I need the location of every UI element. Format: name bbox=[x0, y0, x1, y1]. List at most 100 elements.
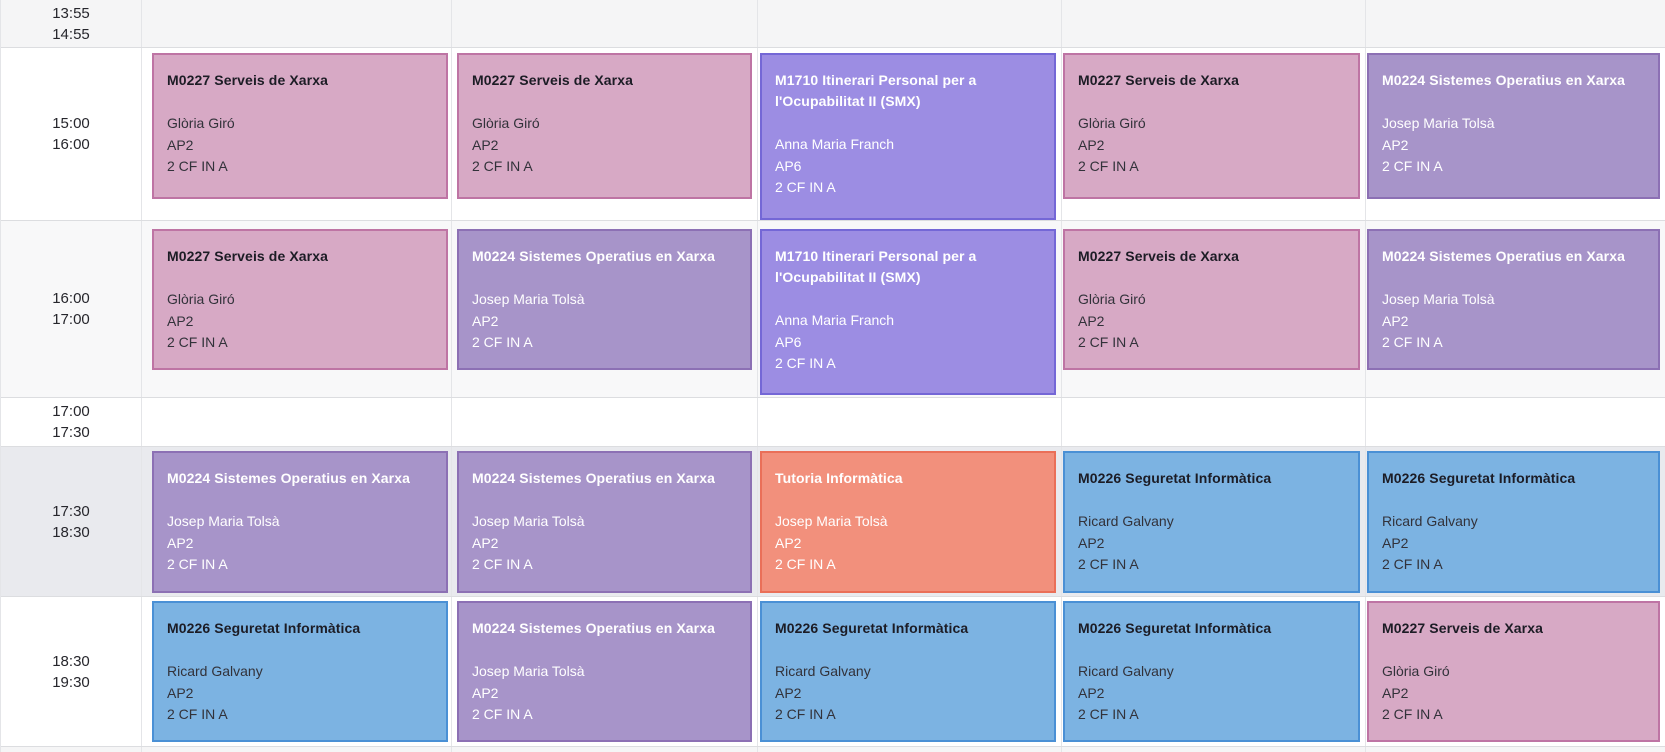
timetable-row: 15:00 16:00 M0227 Serveis de Xarxa Glòri… bbox=[1, 48, 1665, 221]
time-cell: 17:00 17:30 bbox=[1, 398, 142, 446]
event-details: Josep Maria Tolsà AP2 2 CF IN A bbox=[1382, 289, 1648, 354]
event-room: AP2 bbox=[1382, 136, 1409, 153]
event-title: M0224 Sistemes Operatius en Xarxa bbox=[1382, 72, 1625, 88]
day-cell bbox=[758, 747, 1062, 752]
day-cell: M0224 Sistemes Operatius en Xarxa Josep … bbox=[1366, 48, 1665, 220]
event-title: M0226 Seguretat Informàtica bbox=[167, 620, 361, 636]
day-cell: M0226 Seguretat Informàtica Ricard Galva… bbox=[1062, 597, 1366, 746]
day-cell bbox=[142, 0, 452, 47]
day-cell bbox=[758, 0, 1062, 47]
event-group: 2 CF IN A bbox=[1078, 334, 1139, 350]
event-teacher: Josep Maria Tolsà bbox=[472, 663, 585, 679]
day-cell: M0227 Serveis de Xarxa Glòria Giró AP2 2… bbox=[142, 221, 452, 397]
time-start: 18:30 bbox=[52, 652, 90, 670]
event-title: M1710 Itinerari Personal per a l'Ocupabi… bbox=[775, 72, 977, 109]
day-cell: M0227 Serveis de Xarxa Glòria Giró AP2 2… bbox=[1062, 48, 1366, 220]
event-teacher: Glòria Giró bbox=[1382, 663, 1450, 679]
event-card[interactable]: Tutoria Informàtica Josep Maria Tolsà AP… bbox=[760, 451, 1056, 593]
event-group: 2 CF IN A bbox=[472, 556, 533, 572]
event-card[interactable]: M0224 Sistemes Operatius en Xarxa Josep … bbox=[152, 451, 448, 593]
event-card[interactable]: M0226 Seguretat Informàtica Ricard Galva… bbox=[1367, 451, 1660, 593]
event-title: M0224 Sistemes Operatius en Xarxa bbox=[472, 470, 715, 486]
event-group: 2 CF IN A bbox=[1382, 706, 1443, 722]
event-group: 2 CF IN A bbox=[775, 355, 836, 371]
event-details: Glòria Giró AP2 2 CF IN A bbox=[167, 289, 436, 354]
event-details: Ricard Galvany AP2 2 CF IN A bbox=[1078, 661, 1348, 726]
time-start: 17:30 bbox=[52, 502, 90, 520]
event-teacher: Josep Maria Tolsà bbox=[472, 291, 585, 307]
day-cell: M0226 Seguretat Informàtica Ricard Galva… bbox=[142, 597, 452, 746]
time-end: 19:30 bbox=[52, 673, 90, 691]
event-title: M0227 Serveis de Xarxa bbox=[167, 72, 328, 88]
event-title: M0226 Seguretat Informàtica bbox=[1078, 620, 1272, 636]
event-details: Ricard Galvany AP2 2 CF IN A bbox=[775, 661, 1044, 726]
event-card[interactable]: M0227 Serveis de Xarxa Glòria Giró AP2 2… bbox=[152, 53, 448, 199]
timetable-row: 17:00 17:30 bbox=[1, 398, 1665, 447]
day-cell bbox=[452, 747, 758, 752]
time-cell: 17:30 18:30 bbox=[1, 447, 142, 596]
event-title: Tutoria Informàtica bbox=[775, 470, 903, 486]
day-cell bbox=[1366, 398, 1665, 446]
event-card[interactable]: M0226 Seguretat Informàtica Ricard Galva… bbox=[760, 601, 1056, 742]
event-group: 2 CF IN A bbox=[472, 706, 533, 722]
event-teacher: Ricard Galvany bbox=[1078, 663, 1174, 679]
day-cell: M0227 Serveis de Xarxa Glòria Giró AP2 2… bbox=[1062, 221, 1366, 397]
day-cell bbox=[1062, 747, 1366, 752]
timetable-row: 13:55 14:55 bbox=[1, 0, 1665, 48]
event-teacher: Anna Maria Franch bbox=[775, 136, 895, 152]
event-title: M0226 Seguretat Informàtica bbox=[1382, 470, 1576, 486]
event-card[interactable]: M0226 Seguretat Informàtica Ricard Galva… bbox=[1063, 601, 1360, 742]
event-details: Josep Maria Tolsà AP2 2 CF IN A bbox=[167, 511, 436, 576]
event-card[interactable]: M0224 Sistemes Operatius en Xarxa Josep … bbox=[457, 451, 752, 593]
event-room: AP2 bbox=[472, 312, 499, 329]
event-group: 2 CF IN A bbox=[167, 706, 228, 722]
event-teacher: Glòria Giró bbox=[1078, 291, 1146, 307]
event-card[interactable]: M0227 Serveis de Xarxa Glòria Giró AP2 2… bbox=[457, 53, 752, 199]
event-details: Glòria Giró AP2 2 CF IN A bbox=[1078, 113, 1348, 178]
day-cell: M0224 Sistemes Operatius en Xarxa Josep … bbox=[1366, 221, 1665, 397]
time-cell: 15:00 16:00 bbox=[1, 48, 142, 220]
event-teacher: Glòria Giró bbox=[167, 115, 235, 131]
timetable-row: 17:30 18:30 M0224 Sistemes Operatius en … bbox=[1, 447, 1665, 597]
day-cell bbox=[1062, 0, 1366, 47]
event-room: AP2 bbox=[1382, 312, 1409, 329]
day-cell bbox=[1062, 398, 1366, 446]
event-card[interactable]: M0224 Sistemes Operatius en Xarxa Josep … bbox=[1367, 229, 1660, 370]
event-group: 2 CF IN A bbox=[472, 158, 533, 174]
event-teacher: Ricard Galvany bbox=[775, 663, 871, 679]
event-title: M0227 Serveis de Xarxa bbox=[1078, 248, 1239, 264]
event-group: 2 CF IN A bbox=[1078, 706, 1139, 722]
event-card[interactable]: M1710 Itinerari Personal per a l'Ocupabi… bbox=[760, 53, 1056, 220]
event-card[interactable]: M0226 Seguretat Informàtica Ricard Galva… bbox=[1063, 451, 1360, 593]
event-title: M0224 Sistemes Operatius en Xarxa bbox=[167, 470, 410, 486]
event-details: Josep Maria Tolsà AP2 2 CF IN A bbox=[472, 511, 740, 576]
time-end: 17:30 bbox=[52, 424, 90, 441]
event-card[interactable]: M0227 Serveis de Xarxa Glòria Giró AP2 2… bbox=[152, 229, 448, 370]
event-card[interactable]: M0224 Sistemes Operatius en Xarxa Josep … bbox=[457, 601, 752, 742]
event-card[interactable]: M0226 Seguretat Informàtica Ricard Galva… bbox=[152, 601, 448, 742]
time-start: 16:00 bbox=[52, 290, 90, 307]
event-card[interactable]: M1710 Itinerari Personal per a l'Ocupabi… bbox=[760, 229, 1056, 395]
event-teacher: Ricard Galvany bbox=[1078, 513, 1174, 529]
event-details: Anna Maria Franch AP6 2 CF IN A bbox=[775, 310, 1044, 375]
event-group: 2 CF IN A bbox=[1382, 334, 1443, 350]
event-room: AP6 bbox=[775, 157, 802, 174]
event-card[interactable]: M0224 Sistemes Operatius en Xarxa Josep … bbox=[457, 229, 752, 370]
day-cell: M0226 Seguretat Informàtica Ricard Galva… bbox=[1366, 447, 1665, 596]
event-card[interactable]: M0227 Serveis de Xarxa Glòria Giró AP2 2… bbox=[1063, 229, 1360, 370]
event-group: 2 CF IN A bbox=[775, 706, 836, 722]
event-title: M0226 Seguretat Informàtica bbox=[775, 620, 969, 636]
event-card[interactable]: M0227 Serveis de Xarxa Glòria Giró AP2 2… bbox=[1367, 601, 1660, 742]
event-card[interactable]: M0227 Serveis de Xarxa Glòria Giró AP2 2… bbox=[1063, 53, 1360, 199]
event-teacher: Glòria Giró bbox=[472, 115, 540, 131]
day-cell bbox=[452, 0, 758, 47]
event-title: M0227 Serveis de Xarxa bbox=[1078, 72, 1239, 88]
event-card[interactable]: M0224 Sistemes Operatius en Xarxa Josep … bbox=[1367, 53, 1660, 199]
event-teacher: Glòria Giró bbox=[167, 291, 235, 307]
day-cell: M0224 Sistemes Operatius en Xarxa Josep … bbox=[452, 221, 758, 397]
event-room: AP2 bbox=[472, 534, 499, 551]
day-cell: M1710 Itinerari Personal per a l'Ocupabi… bbox=[758, 48, 1062, 220]
event-room: AP2 bbox=[1382, 534, 1409, 551]
day-cell: M0227 Serveis de Xarxa Glòria Giró AP2 2… bbox=[1366, 597, 1665, 746]
